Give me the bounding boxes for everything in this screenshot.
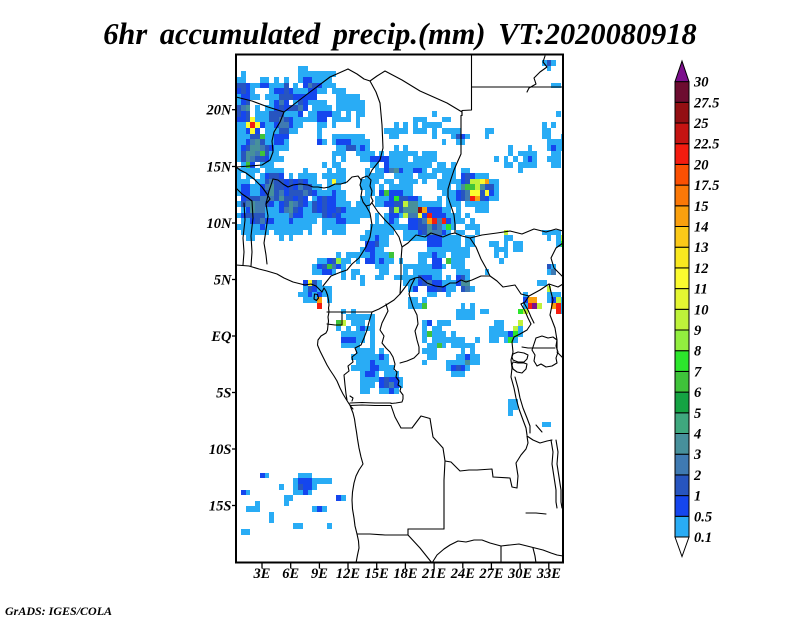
- svg-text:30: 30: [693, 75, 709, 91]
- svg-text:9: 9: [694, 323, 701, 339]
- svg-text:15: 15: [694, 199, 709, 215]
- svg-text:5: 5: [694, 406, 701, 422]
- svg-text:14: 14: [694, 220, 709, 236]
- svg-text:6hr accumulated precip.(mm) VT: 6hr accumulated precip.(mm) VT:202008091…: [103, 17, 697, 51]
- svg-text:15S: 15S: [209, 499, 232, 515]
- svg-text:10N: 10N: [207, 216, 233, 232]
- svg-text:20: 20: [693, 157, 709, 173]
- svg-text:3E: 3E: [253, 566, 271, 582]
- svg-text:25: 25: [693, 116, 709, 132]
- svg-text:EQ: EQ: [210, 329, 232, 345]
- svg-text:10: 10: [694, 302, 709, 318]
- svg-text:GrADS: IGES/COLA: GrADS: IGES/COLA: [5, 604, 112, 618]
- svg-text:20N: 20N: [206, 103, 233, 119]
- svg-text:15N: 15N: [207, 160, 233, 176]
- svg-text:22.5: 22.5: [693, 137, 719, 153]
- svg-text:5S: 5S: [216, 386, 231, 402]
- svg-text:27E: 27E: [478, 566, 504, 582]
- svg-text:13: 13: [694, 240, 709, 256]
- svg-text:24E: 24E: [450, 566, 476, 582]
- svg-text:15E: 15E: [365, 566, 390, 582]
- svg-text:10S: 10S: [209, 442, 232, 458]
- svg-text:5N: 5N: [214, 273, 232, 289]
- svg-text:6: 6: [694, 385, 702, 401]
- svg-text:3: 3: [693, 447, 701, 463]
- svg-text:2: 2: [693, 468, 701, 484]
- svg-text:12: 12: [694, 261, 709, 277]
- svg-text:7: 7: [694, 364, 702, 380]
- svg-text:0.5: 0.5: [694, 509, 712, 525]
- svg-text:27.5: 27.5: [693, 95, 719, 111]
- svg-text:8: 8: [694, 344, 702, 360]
- svg-text:12E: 12E: [336, 566, 361, 582]
- svg-text:11: 11: [694, 282, 708, 298]
- svg-text:30E: 30E: [507, 566, 533, 582]
- svg-text:33E: 33E: [536, 566, 562, 582]
- svg-text:18E: 18E: [393, 566, 418, 582]
- svg-text:4: 4: [693, 427, 701, 443]
- svg-text:0.1: 0.1: [694, 530, 712, 546]
- svg-text:21E: 21E: [421, 566, 447, 582]
- svg-text:17.5: 17.5: [694, 178, 719, 194]
- svg-text:1: 1: [694, 489, 701, 505]
- svg-text:6E: 6E: [282, 566, 299, 582]
- svg-text:9E: 9E: [311, 566, 328, 582]
